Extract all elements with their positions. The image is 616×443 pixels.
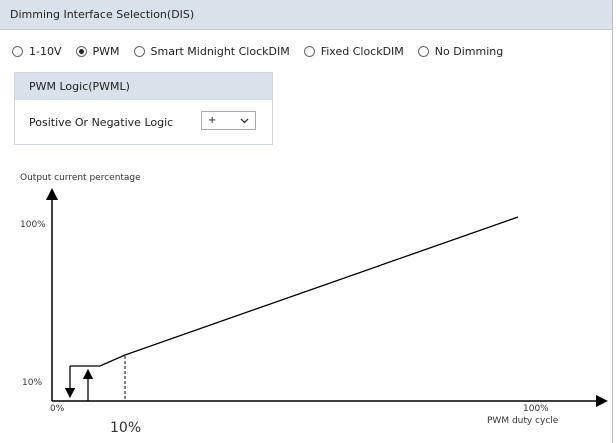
radio-option[interactable]: Smart Midnight ClockDIM — [133, 44, 290, 58]
section-header: Dimming Interface Selection(DIS) — [0, 0, 612, 30]
x-end-label: 100% — [523, 404, 549, 414]
radio-label: Fixed ClockDIM — [320, 44, 404, 58]
x-axis-label: PWM duty cycle — [487, 416, 559, 426]
radio-label: Smart Midnight ClockDIM — [150, 44, 290, 58]
radio-group: 1-10V PWM Smart Midnight ClockDIM Fixed Clo… — [12, 42, 503, 60]
radio-option[interactable]: 1-10V — [12, 45, 62, 58]
radio-option[interactable]: PWM — [75, 44, 120, 58]
radio-button[interactable] — [417, 45, 429, 57]
y-bottom-label: 10% — [22, 378, 42, 388]
radio-button[interactable] — [133, 45, 145, 57]
pwm-logic-panel: PWM Logic(PWML) Positive Or Negative Log… — [14, 72, 273, 145]
radio-option[interactable]: Fixed ClockDIM — [303, 44, 404, 58]
radio-label: PWM — [92, 44, 120, 58]
field-label: Positive Or Negative Logic — [29, 116, 174, 129]
radio-button[interactable] — [303, 45, 315, 57]
y-axis-label: Output current percentage — [20, 173, 141, 183]
radio-option[interactable]: No Dimming — [417, 44, 504, 58]
y-top-label: 100% — [20, 220, 46, 230]
select-value: + — [208, 115, 217, 126]
select-arrow — [240, 118, 249, 124]
x-origin-label: 0% — [50, 404, 65, 414]
threshold-label: 10% — [110, 420, 141, 436]
radio-label: 1-10V — [29, 44, 62, 58]
diagram: Output current percentage 100% 10% 0% 10… — [20, 173, 608, 436]
logic-select[interactable]: + — [201, 111, 256, 130]
radio-button[interactable] — [12, 45, 23, 57]
radio-button[interactable] — [75, 45, 87, 57]
curve — [70, 216, 519, 367]
panel-header: PWM Logic(PWML) — [15, 73, 272, 100]
radio-label: No Dimming — [434, 44, 504, 58]
